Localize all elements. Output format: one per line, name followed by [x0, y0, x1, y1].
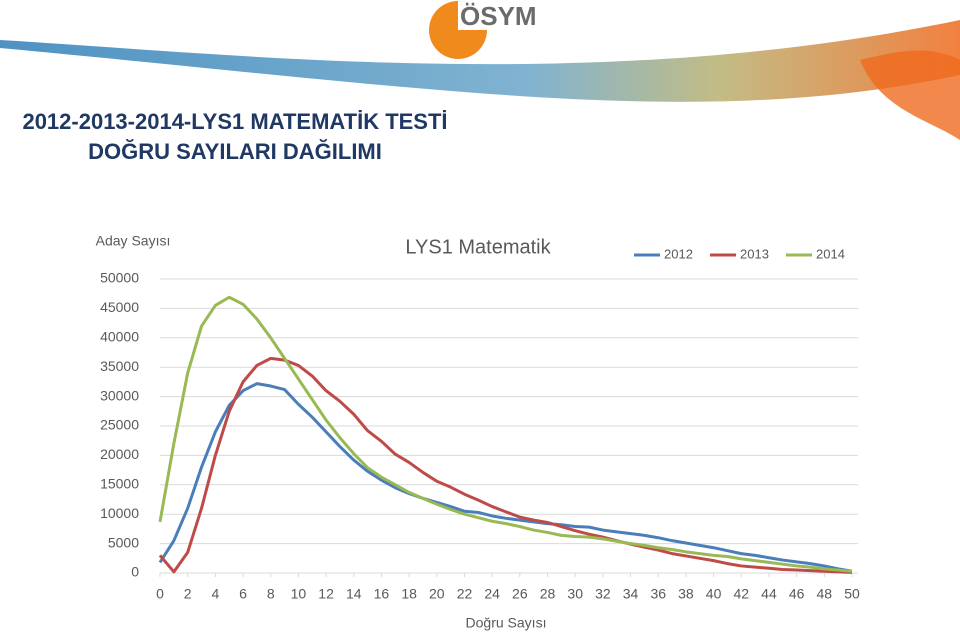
series-line [158, 356, 853, 574]
chart-title: LYS1 Matematik [405, 236, 551, 258]
slide-title: 2012-2013-2014-LYS1 MATEMATİK TESTİ [22, 109, 447, 134]
y-tick-label: 40000 [100, 329, 139, 345]
legend-label: 2014 [816, 246, 845, 261]
x-tick-label: 44 [761, 586, 777, 602]
x-tick-label: 2 [184, 586, 192, 602]
y-tick-label: 30000 [100, 387, 139, 403]
x-tick-label: 26 [512, 586, 528, 602]
y-tick-label: 20000 [100, 446, 139, 462]
header-swoosh [0, 20, 960, 102]
x-tick-label: 32 [595, 586, 611, 602]
x-tick-label: 20 [429, 586, 445, 602]
x-tick-label: 18 [401, 586, 417, 602]
y-tick-label: 5000 [108, 534, 139, 550]
header-accent [860, 50, 960, 140]
plot: 0 5000 10000 15000 20000 25000 30000 35000 40000… [100, 246, 860, 601]
x-tick-label: 34 [623, 586, 639, 602]
x-tick-label: 28 [540, 586, 556, 602]
x-tick-label: 42 [733, 586, 749, 602]
y-tick-label: 10000 [100, 505, 139, 521]
y-tick-label: 35000 [100, 358, 139, 374]
y-tick-label: 45000 [100, 299, 139, 315]
x-tick-label: 22 [457, 586, 473, 602]
x-tick-label: 30 [567, 586, 583, 602]
logo-text: ÖSYM [460, 1, 537, 31]
x-tick-label: 0 [156, 586, 164, 602]
x-tick-label: 46 [789, 586, 805, 602]
x-tick-label: 16 [374, 586, 390, 602]
legend-label: 2012 [664, 246, 693, 261]
slide-title: DOĞRU SAYILARI DAĞILIMI [88, 139, 382, 164]
x-tick-label: 36 [650, 586, 666, 602]
x-tick-label: 12 [318, 586, 334, 602]
logo-cut [458, 1, 487, 30]
x-tick-label: 4 [211, 586, 219, 602]
x-tick-label: 6 [239, 586, 247, 602]
y-axis-label: Aday Sayısı [96, 233, 171, 249]
x-tick-label: 38 [678, 586, 694, 602]
series-line [158, 295, 853, 573]
y-tick-label: 25000 [100, 417, 139, 433]
x-tick-label: 10 [291, 586, 307, 602]
x-tick-label: 48 [817, 586, 833, 602]
x-axis-label: Doğru Sayısı [466, 615, 547, 631]
x-tick-label: 50 [844, 586, 860, 602]
y-tick-label: 15000 [100, 476, 139, 492]
x-tick-label: 24 [484, 586, 500, 602]
series-line [158, 382, 853, 573]
y-tick-label: 50000 [100, 270, 139, 286]
x-tick-label: 40 [706, 586, 722, 602]
legend-label: 2013 [740, 246, 769, 261]
x-tick-label: 14 [346, 586, 362, 602]
x-tick-label: 8 [267, 586, 275, 602]
y-tick-label: 0 [131, 564, 139, 580]
